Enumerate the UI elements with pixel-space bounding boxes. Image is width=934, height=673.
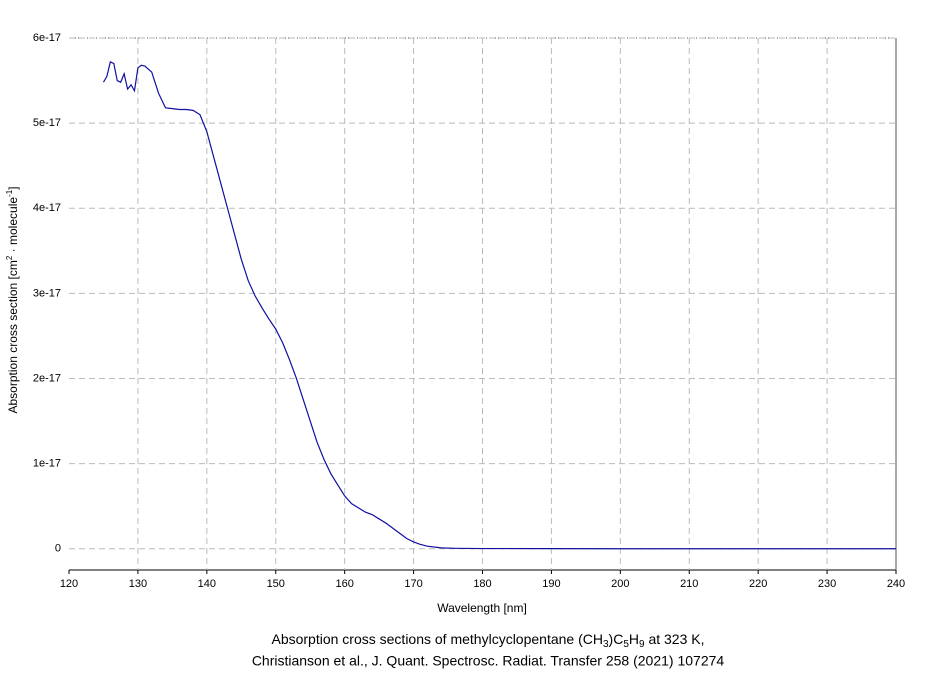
y-label-part: ] bbox=[6, 186, 20, 189]
y-tick-label: 6e-17 bbox=[33, 32, 61, 44]
title-part: at 323 K, bbox=[645, 631, 705, 647]
y-tick-label: 2e-17 bbox=[33, 372, 61, 384]
y-axis-label: Absorption cross section [cm2 · molecule… bbox=[5, 186, 20, 413]
x-tick-label: 180 bbox=[473, 578, 491, 590]
x-tick-label: 190 bbox=[542, 578, 560, 590]
x-tick-label: 240 bbox=[887, 578, 905, 590]
title-sub: 3 bbox=[603, 639, 609, 650]
title-part: )C bbox=[609, 631, 624, 647]
x-tick-label: 150 bbox=[267, 578, 285, 590]
y-tick-label: 0 bbox=[55, 543, 61, 555]
x-tick-label: 170 bbox=[404, 578, 422, 590]
x-tick-label: 210 bbox=[680, 578, 698, 590]
y-label-part: · molecule bbox=[6, 197, 20, 256]
y-label-sup: -1 bbox=[5, 189, 14, 197]
x-tick-label: 230 bbox=[818, 578, 836, 590]
x-tick-label: 160 bbox=[335, 578, 353, 590]
y-tick-label: 5e-17 bbox=[33, 117, 61, 129]
x-tick-label: 130 bbox=[129, 578, 147, 590]
y-label-sup: 2 bbox=[5, 255, 14, 260]
y-tick-label: 1e-17 bbox=[33, 458, 61, 470]
y-tick-label: 4e-17 bbox=[33, 202, 61, 214]
x-tick-label: 140 bbox=[198, 578, 216, 590]
title-sub: 5 bbox=[623, 639, 629, 650]
chart-subtitle: Christianson et al., J. Quant. Spectrosc… bbox=[252, 653, 725, 669]
chart-title: Absorption cross sections of methylcyclo… bbox=[271, 631, 704, 650]
x-axis-label: Wavelength [nm] bbox=[437, 601, 527, 615]
data-line bbox=[102, 60, 896, 550]
x-tick-label: 200 bbox=[611, 578, 629, 590]
title-part: Absorption cross sections of methylcyclo… bbox=[271, 631, 602, 647]
y-label-part: Absorption cross section [cm bbox=[6, 260, 20, 413]
x-tick-label: 120 bbox=[60, 578, 78, 590]
title-part: H bbox=[629, 631, 639, 647]
title-sub: 9 bbox=[639, 639, 645, 650]
y-tick-label: 3e-17 bbox=[33, 287, 61, 299]
x-tick-label: 220 bbox=[749, 578, 767, 590]
